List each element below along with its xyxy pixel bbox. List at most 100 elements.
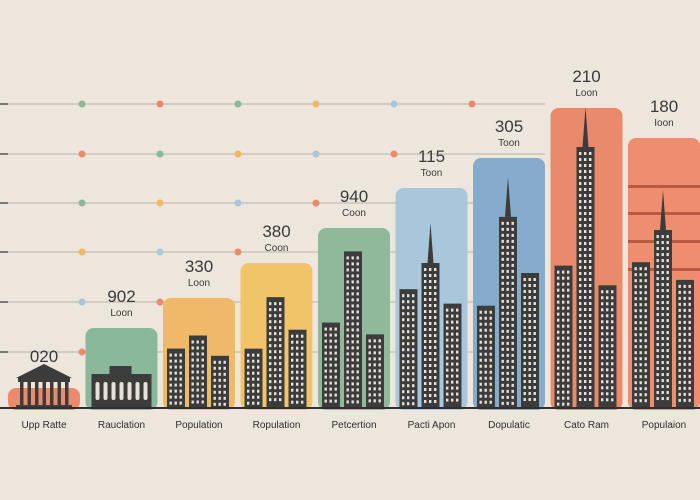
- building-window: [506, 335, 509, 339]
- building-window: [201, 400, 204, 404]
- building-window: [368, 393, 371, 397]
- building-window: [351, 286, 354, 290]
- building-window: [506, 359, 509, 363]
- building-window: [601, 320, 604, 324]
- building-window: [412, 330, 415, 334]
- building-window: [191, 340, 194, 344]
- building-window: [666, 253, 669, 257]
- data-unit-label: Ioon: [654, 118, 673, 129]
- x-tick-label: Population: [175, 420, 222, 431]
- building-window: [656, 241, 659, 245]
- building-window: [346, 310, 349, 314]
- building-window: [584, 320, 587, 323]
- building-spire: [427, 223, 434, 263]
- building-window: [601, 380, 604, 384]
- building-window: [661, 271, 664, 275]
- data-unit-label: Loon: [188, 278, 210, 289]
- building-window: [584, 182, 587, 185]
- building-window: [407, 396, 410, 400]
- building-window: [688, 332, 691, 336]
- building-window: [329, 357, 332, 361]
- building-window: [557, 306, 560, 310]
- building-window: [269, 314, 272, 318]
- building-window: [356, 370, 359, 374]
- building-window: [589, 320, 592, 323]
- building-window: [601, 338, 604, 342]
- building-window: [429, 382, 432, 385]
- building-window: [584, 188, 587, 191]
- building-window: [523, 302, 526, 305]
- building-window: [279, 374, 282, 378]
- building-window: [589, 266, 592, 269]
- building-window: [407, 300, 410, 304]
- building-window: [666, 361, 669, 365]
- building-window: [506, 263, 509, 267]
- building-window: [639, 279, 642, 283]
- building-window: [269, 326, 272, 330]
- building-window: [511, 227, 514, 231]
- building-window: [279, 362, 282, 366]
- building-window: [562, 372, 565, 376]
- building-window: [557, 270, 560, 274]
- building-window: [424, 310, 427, 313]
- building-window: [639, 333, 642, 337]
- x-tick-label: Populaion: [642, 420, 686, 431]
- building-window: [661, 241, 664, 245]
- building-window: [446, 326, 449, 330]
- building-window: [688, 350, 691, 354]
- building-column: [57, 382, 61, 406]
- building-window: [683, 314, 686, 318]
- building-window: [523, 362, 526, 365]
- building-window: [688, 314, 691, 318]
- building-window: [247, 377, 250, 381]
- building-window: [589, 194, 592, 197]
- building-window: [407, 330, 410, 334]
- building-window: [191, 394, 194, 398]
- building-window: [451, 332, 454, 336]
- building-window: [351, 256, 354, 260]
- building-window: [479, 370, 482, 374]
- building-window: [683, 296, 686, 300]
- building-window: [424, 328, 427, 331]
- building-window: [579, 272, 582, 275]
- building-window: [589, 164, 592, 167]
- building-window: [678, 380, 681, 384]
- building-window: [528, 332, 531, 335]
- building-window: [346, 388, 349, 392]
- building-window: [402, 336, 405, 340]
- building-window: [356, 304, 359, 308]
- building-window: [678, 362, 681, 366]
- building-window: [291, 394, 294, 398]
- building-window: [451, 338, 454, 342]
- building-window: [484, 382, 487, 386]
- building-window: [523, 380, 526, 383]
- building-window: [579, 152, 582, 155]
- building-window: [533, 398, 536, 401]
- building-window: [291, 334, 294, 338]
- building-window: [661, 397, 664, 401]
- grid-dot: [78, 199, 86, 207]
- building-window: [269, 332, 272, 336]
- building-window: [456, 380, 459, 384]
- building-window: [169, 359, 172, 363]
- building-window: [634, 393, 637, 397]
- grid-dot: [234, 100, 242, 108]
- building-window: [589, 206, 592, 209]
- building-window: [567, 354, 570, 358]
- building-window: [511, 359, 514, 363]
- building-window: [511, 245, 514, 249]
- building-window: [528, 338, 531, 341]
- building-window: [634, 381, 637, 385]
- building-window: [611, 338, 614, 342]
- building-window: [666, 331, 669, 335]
- building-window: [589, 236, 592, 239]
- building-window: [329, 351, 332, 355]
- building-window: [489, 340, 492, 344]
- building-window: [562, 384, 565, 388]
- building-window: [257, 389, 260, 393]
- building-window: [678, 332, 681, 336]
- building-window: [589, 218, 592, 221]
- building-window: [351, 394, 354, 398]
- building-window: [334, 327, 337, 331]
- building-window: [174, 353, 177, 357]
